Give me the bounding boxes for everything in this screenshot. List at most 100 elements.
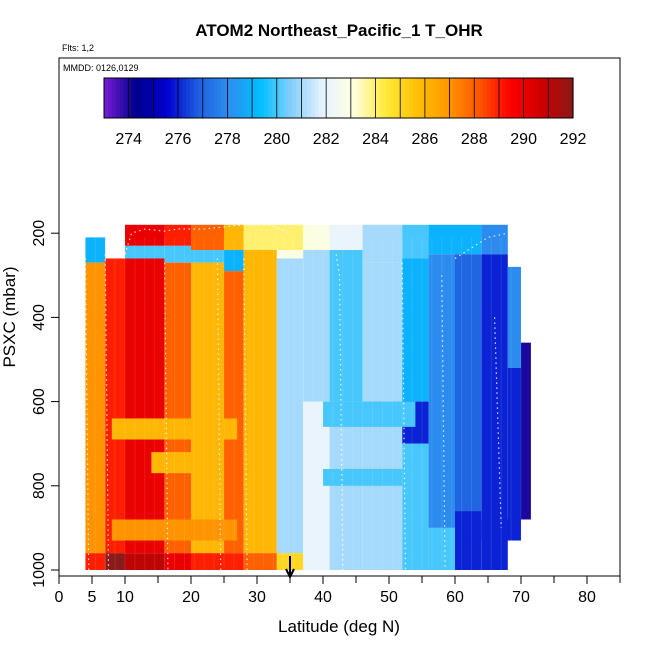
heatmap-cell [125,258,165,554]
heatmap-cell [481,224,508,255]
colorbar-segment [111,78,117,118]
colorbar-segment [404,78,410,118]
colorbar-tick-label: 290 [510,131,537,148]
colorbar-segment [315,78,320,118]
colorbar-segment [471,78,476,118]
heatmap-cell [507,367,521,528]
colorbar-segment [451,78,457,118]
colorbar-segment [545,78,551,118]
heatmap-cell [164,245,191,263]
colorbar-segment [483,78,488,118]
colorbar-segment [260,78,265,118]
colorbar-segment [487,78,492,118]
colorbar-segment [510,78,515,118]
y-axis-label: PSXC (mbar) [0,266,19,367]
colorbar-segment [428,78,433,118]
heatmap-band [111,418,238,440]
heatmap-band [323,401,416,427]
colorbar-tick-label: 280 [263,131,290,148]
colorbar-segment [412,78,418,118]
heatmap-cell [191,250,224,263]
colorbar-segment [248,78,254,118]
x-tick-label: 30 [248,589,266,606]
heatmap-cell [125,553,165,570]
x-tick-label: 80 [578,589,596,606]
colorbar-tick-label: 292 [560,131,587,148]
heatmap-cell [164,553,191,570]
colorbar-segment [330,78,336,118]
heatmap-band [151,452,198,474]
flight-track [243,258,248,571]
colorbar-segment [201,78,207,118]
x-tick-label: 70 [512,589,530,606]
colorbar-segment [432,78,437,118]
colorbar-segment [139,78,144,118]
colorbar-segment [135,78,140,118]
colorbar-segment [119,78,125,118]
colorbar-segment [459,78,465,118]
colorbar-segment [178,78,183,118]
heatmap-cells [84,224,531,570]
colorbar-segment [264,78,269,118]
heatmap-cell [243,553,277,570]
heatmap-cell [164,224,191,246]
heatmap-cell [85,553,106,570]
colorbar-segment [393,78,398,118]
y-tick-label: 200 [31,220,48,247]
heatmap-cell [191,553,224,570]
colorbar-segment [256,78,261,118]
heatmap-cell [455,254,482,512]
colorbar-segment [131,78,136,118]
colorbar-segment [537,78,543,118]
heatmap-cell [85,237,106,263]
heatmap-cell [362,224,403,263]
colorbar-segment [307,78,312,118]
colorbar-segment [389,78,394,118]
colorbar-segment [401,78,406,118]
flights-label: Flts: 1,2 [62,43,94,53]
colorbar-segment [373,78,379,118]
heatmap-band [323,468,416,486]
colorbar-segment [303,78,308,118]
colorbar-segment [279,78,285,118]
x-tick-label: 5 [88,589,97,606]
heatmap-cell [224,553,244,570]
colorbar-segment [158,78,164,118]
heatmap-cell [329,250,363,402]
colorbar-segment [533,78,539,118]
colorbar-segment [295,78,301,118]
colorbar-segment [440,78,445,118]
colorbar-segment [365,78,371,118]
flight-track [494,317,502,528]
heatmap-cell [428,224,455,255]
colorbar-segment [557,78,562,118]
colorbar-segment [381,78,386,118]
heatmap-cell [125,245,165,259]
heatmap-cell [507,266,521,368]
flight-track [454,232,508,260]
x-axis: 0 5 10 20 30 40 50 60 70 80 [55,576,621,606]
colorbar-segment [541,78,547,118]
heatmap-cell [105,258,125,554]
y-tick-label: 400 [31,304,48,331]
colorbar-segment [275,78,281,118]
colorbar-segment [346,78,351,118]
colorbar-segment [522,78,527,118]
colorbar-segment [197,78,203,118]
colorbar-segment [369,78,375,118]
x-tick-label: 60 [446,589,464,606]
heatmap-cell [428,527,455,570]
flight-track [84,258,90,571]
colorbar-segment [146,78,152,118]
y-tick-label: 800 [31,472,48,499]
heatmap-cell [402,258,429,402]
colorbar-segment [291,78,297,118]
colorbar-segment [229,78,234,118]
heatmap-cell [85,262,106,554]
colorbar-tick-label: 278 [214,131,241,148]
heatmap-cell [105,553,125,570]
colorbar-segment [174,78,179,118]
colorbar-segment [311,78,316,118]
colorbar-segment [318,78,324,118]
colorbar-segment [358,78,363,118]
